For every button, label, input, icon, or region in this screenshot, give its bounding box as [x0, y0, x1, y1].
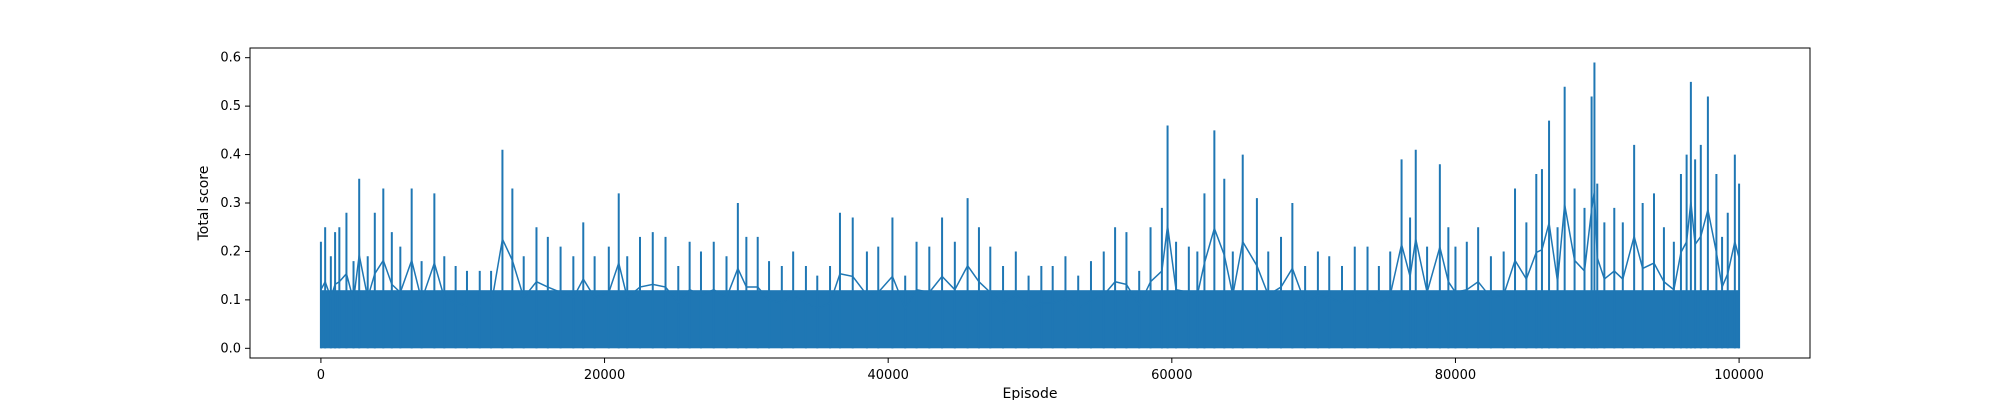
x-tick-label: 80000 — [1435, 368, 1476, 383]
series-line — [320, 191, 1740, 311]
y-tick-label: 0.1 — [220, 293, 241, 308]
x-tick-label: 60000 — [1151, 368, 1192, 383]
y-ticks: 0.0 0.1 0.2 0.3 0.4 0.5 0.6 — [220, 51, 250, 356]
y-tick-label: 0.6 — [220, 51, 241, 66]
x-tick-label: 100000 — [1714, 368, 1764, 383]
x-tick-label: 20000 — [584, 368, 625, 383]
series-layer — [319, 62, 1741, 349]
x-ticks: 0 20000 40000 60000 80000 100000 — [317, 358, 1764, 383]
y-tick-label: 0.2 — [220, 244, 241, 259]
y-tick-label: 0.5 — [220, 99, 241, 114]
x-tick-label: 0 — [317, 368, 325, 383]
y-tick-label: 0.4 — [220, 148, 241, 163]
y-tick-label: 0.0 — [220, 341, 241, 356]
x-tick-label: 40000 — [868, 368, 909, 383]
y-axis-label: Total score — [196, 166, 212, 242]
y-tick-label: 0.3 — [220, 196, 241, 211]
x-axis-label: Episode — [1003, 386, 1058, 400]
